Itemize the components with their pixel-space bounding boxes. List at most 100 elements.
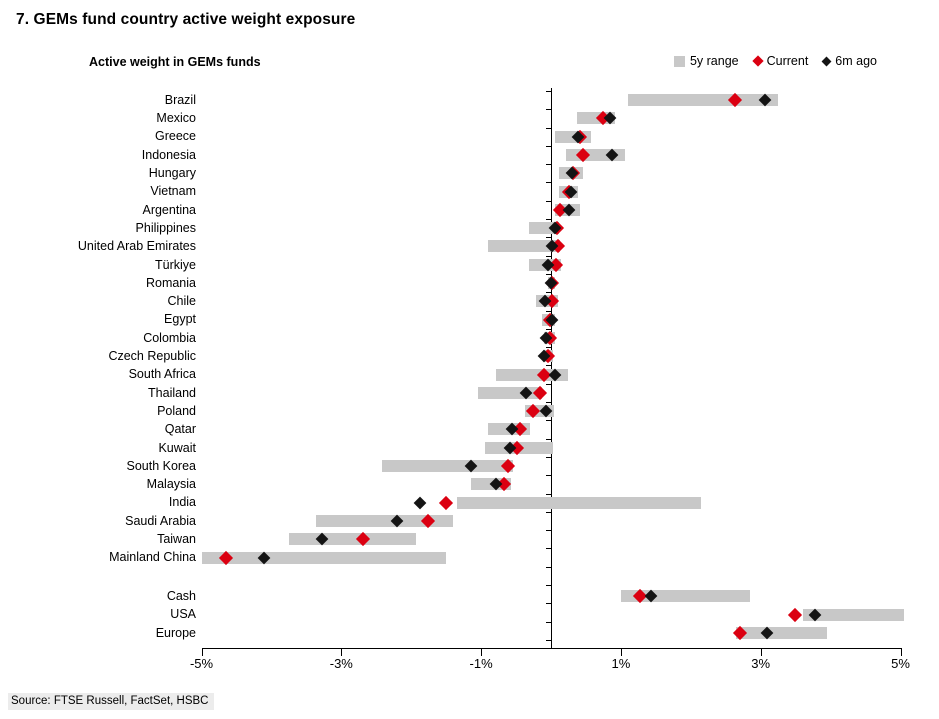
category-label: Cash (166, 589, 196, 603)
zero-axis-tick (545, 530, 551, 532)
x-axis-tick (201, 648, 203, 656)
zero-axis-tick (545, 237, 551, 239)
x-axis-tick (341, 648, 343, 656)
legend-label: Current (766, 54, 809, 68)
category-label: India (168, 495, 196, 510)
zero-axis-tick (545, 475, 551, 477)
zero-axis-tick (545, 273, 551, 275)
chart-subtitle: Active weight in GEMs funds (89, 55, 261, 69)
zero-axis-tick (545, 218, 551, 220)
range-bar (803, 608, 904, 621)
zero-axis-tick (545, 493, 551, 495)
category-label: Mainland China (109, 550, 196, 565)
category-label: Colombia (143, 330, 196, 345)
legend-item-6m-ago: 6m ago (821, 54, 877, 68)
legend-label: 5y range (689, 54, 739, 68)
current-marker (787, 607, 803, 622)
chart-title: 7. GEMs fund country active weight expos… (16, 11, 356, 28)
zero-axis-tick (545, 164, 551, 165)
zero-axis-line (550, 88, 552, 648)
category-label: Indonesia (141, 147, 196, 162)
category-label: Hungary (148, 166, 196, 180)
category-label: Kuwait (158, 440, 196, 455)
zero-axis-tick (545, 603, 551, 605)
legend-label: 6m ago (835, 54, 877, 68)
zero-axis-tick (545, 145, 551, 147)
zero-axis-tick (545, 548, 551, 550)
x-tick-label: 3% (751, 656, 771, 671)
legend-item-current: Current (751, 54, 809, 68)
range-bar (488, 240, 561, 253)
x-tick-label: -1% (469, 656, 493, 671)
zero-axis-tick (545, 438, 551, 440)
range-bar (201, 551, 446, 564)
category-label: Qatar (164, 422, 196, 437)
six-m-ago-marker (413, 496, 427, 509)
six-m-ago-diamond-icon (821, 56, 832, 66)
zero-axis-tick (545, 310, 551, 312)
range-bar (381, 460, 514, 472)
category-label: Europe (155, 625, 196, 640)
current-marker (438, 495, 453, 510)
category-label: United Arab Emirates (77, 239, 196, 254)
zero-axis-tick (545, 255, 551, 257)
range-swatch-icon (673, 55, 685, 67)
category-label: South Korea (126, 458, 197, 473)
legend-item-range: 5y range (673, 54, 739, 68)
x-axis-tick (760, 648, 762, 656)
zero-axis-tick (545, 511, 551, 513)
x-tick-label: -5% (189, 656, 214, 671)
category-label: Mexico (156, 111, 196, 126)
category-label: Taiwan (157, 532, 196, 546)
category-label: Vietnam (150, 184, 196, 199)
category-label: Argentina (142, 202, 196, 217)
category-label: Brazil (164, 92, 196, 107)
category-label: Philippines (135, 220, 196, 235)
x-axis-tick (900, 648, 902, 656)
x-tick-label: -3% (329, 656, 353, 671)
x-axis-tick (481, 648, 483, 656)
zero-axis-tick (545, 566, 551, 568)
range-bar (316, 514, 454, 527)
range-bar (735, 626, 828, 639)
category-label: Thailand (148, 385, 196, 400)
category-label: Malaysia (146, 477, 196, 492)
zero-axis-tick (545, 90, 551, 92)
category-label: Poland (157, 403, 196, 418)
zero-axis-tick (545, 182, 551, 184)
x-axis-line (201, 648, 901, 649)
zero-axis-tick (545, 456, 551, 458)
zero-axis-tick (545, 292, 551, 294)
range-bar (288, 533, 417, 546)
category-label: Greece (155, 129, 196, 144)
category-label: Egypt (164, 312, 196, 327)
zero-axis-tick (545, 402, 551, 403)
category-label: Romania (145, 275, 196, 290)
zero-axis-tick (545, 347, 551, 349)
range-bar (457, 496, 702, 509)
category-label: Saudi Arabia (125, 513, 196, 528)
zero-axis-tick (545, 621, 551, 623)
x-axis-tick (620, 648, 622, 656)
category-label: Chile (167, 294, 197, 309)
zero-axis-tick (545, 420, 551, 422)
zero-axis-tick (545, 383, 551, 385)
x-tick-label: 5% (891, 656, 910, 671)
zero-axis-tick (545, 585, 551, 586)
x-tick-label: 1% (611, 656, 631, 671)
zero-axis-tick (545, 365, 551, 367)
category-label: Türkiye (155, 257, 196, 272)
category-label: USA (170, 607, 196, 622)
current-diamond-icon (751, 55, 764, 67)
range-bar (627, 94, 779, 106)
legend: 5y range Current 6m ago (673, 54, 877, 68)
category-label: South Africa (128, 367, 196, 382)
zero-axis-tick (545, 200, 551, 202)
zero-axis-tick (545, 639, 551, 641)
zero-axis-tick (545, 328, 551, 330)
zero-axis-tick (545, 127, 551, 129)
category-label: Czech Republic (108, 349, 196, 363)
zero-axis-tick (545, 109, 551, 111)
plot-area: Brazil Mexico Greece Indonesia Hungary Vietna… (0, 88, 939, 671)
